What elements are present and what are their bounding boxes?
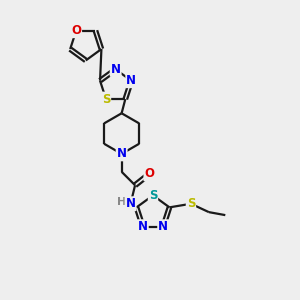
Text: S: S (102, 93, 110, 106)
Text: N: N (126, 197, 136, 210)
Text: S: S (149, 189, 157, 202)
Text: N: N (126, 74, 136, 87)
Text: N: N (111, 63, 121, 76)
Text: H: H (117, 197, 126, 207)
Text: N: N (117, 147, 127, 161)
Text: N: N (158, 220, 168, 233)
Text: O: O (144, 167, 154, 180)
Text: O: O (71, 24, 81, 37)
Text: N: N (138, 220, 148, 233)
Text: S: S (187, 197, 195, 210)
